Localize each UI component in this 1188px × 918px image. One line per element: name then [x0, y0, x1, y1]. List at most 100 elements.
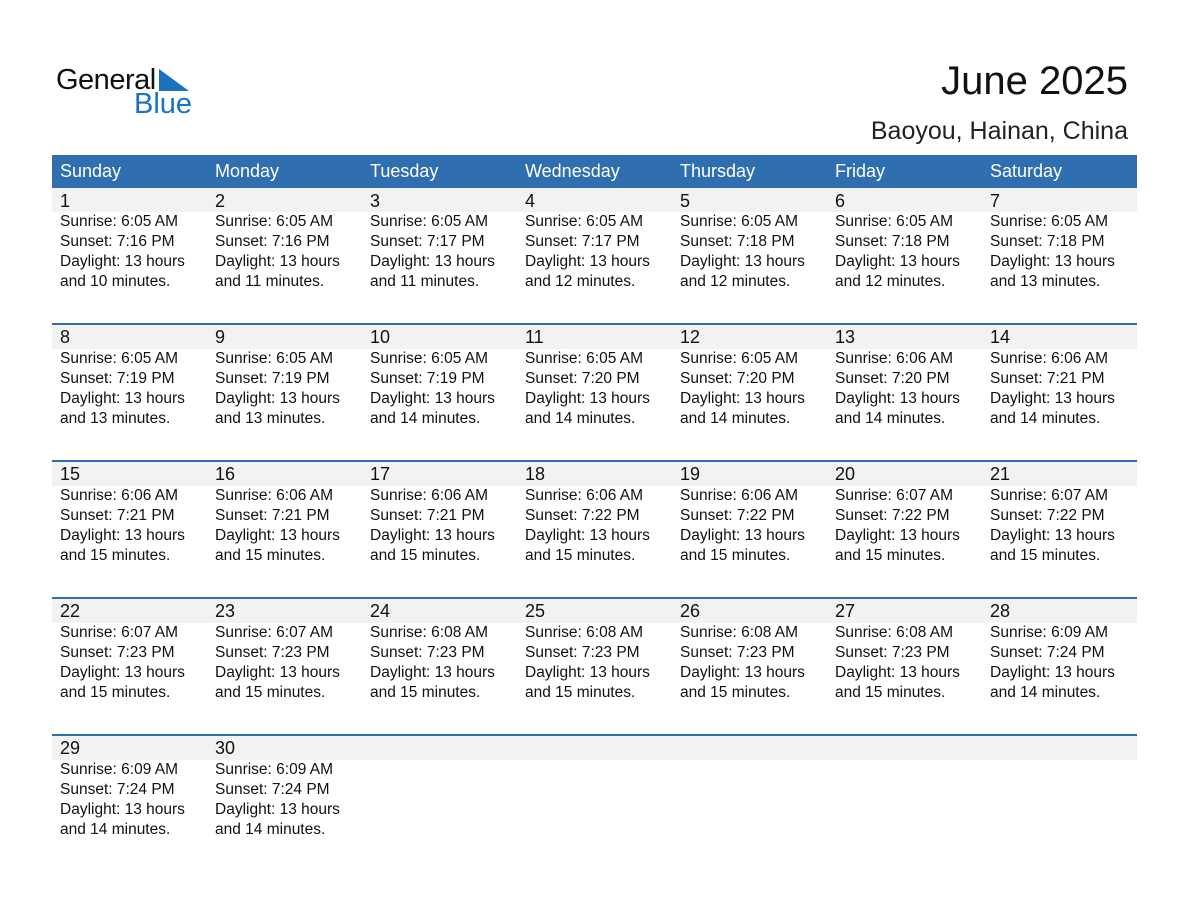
day-daylight1-text: Daylight: 13 hours	[835, 527, 960, 544]
day-sunset-text: Sunset: 7:19 PM	[370, 370, 485, 387]
day-sunset-text: Sunset: 7:17 PM	[370, 233, 485, 250]
day-number: 6	[835, 191, 846, 211]
week-cells: 22 Sunrise: 6:07 AM Sunset: 7:23 PM Dayligh…	[52, 599, 1137, 703]
day-sunset-text: Sunset: 7:23 PM	[215, 644, 330, 661]
day-cell: 14 Sunrise: 6:06 AM Sunset: 7:21 PM Dayligh…	[982, 325, 1137, 429]
week-row: 8 Sunrise: 6:05 AM Sunset: 7:19 PM Daylight…	[52, 323, 1137, 460]
day-daylight2-text: and 10 minutes.	[60, 273, 171, 290]
day-daylight1-text: Daylight: 13 hours	[60, 527, 185, 544]
week-cells: 15 Sunrise: 6:06 AM Sunset: 7:21 PM Dayligh…	[52, 462, 1137, 566]
day-number: 18	[525, 464, 546, 484]
day-sunset-text: Sunset: 7:22 PM	[990, 507, 1105, 524]
location-subtitle: Baoyou, Hainan, China	[870, 117, 1128, 145]
day-cell: 16 Sunrise: 6:06 AM Sunset: 7:21 PM Dayligh…	[207, 462, 362, 566]
logo-text-general: General	[56, 64, 156, 96]
day-number: 11	[525, 327, 544, 347]
day-sunset-text: Sunset: 7:17 PM	[525, 233, 640, 250]
day-daylight2-text: and 12 minutes.	[835, 273, 946, 290]
day-daylight1-text: Daylight: 13 hours	[215, 801, 340, 818]
day-sunset-text: Sunset: 7:24 PM	[215, 781, 330, 798]
day-sunrise-text: Sunrise: 6:08 AM	[680, 624, 799, 641]
day-daylight2-text: and 15 minutes.	[370, 684, 481, 701]
day-cell: 3 Sunrise: 6:05 AM Sunset: 7:17 PM Daylight…	[362, 188, 517, 292]
day-sunrise-text: Sunrise: 6:07 AM	[215, 624, 334, 641]
day-daylight2-text: and 12 minutes.	[525, 273, 636, 290]
week-day-number-band	[52, 188, 1137, 212]
day-cell: 6 Sunrise: 6:05 AM Sunset: 7:18 PM Daylight…	[827, 188, 982, 292]
day-daylight2-text: and 14 minutes.	[60, 821, 171, 838]
day-daylight2-text: and 15 minutes.	[990, 547, 1101, 564]
week-cells: 29 Sunrise: 6:09 AM Sunset: 7:24 PM Dayligh…	[52, 736, 1137, 840]
empty-day-cell	[982, 736, 1137, 840]
day-daylight1-text: Daylight: 13 hours	[525, 664, 650, 681]
day-cell: 1 Sunrise: 6:05 AM Sunset: 7:16 PM Daylight…	[52, 188, 207, 292]
day-sunset-text: Sunset: 7:16 PM	[60, 233, 175, 250]
day-daylight1-text: Daylight: 13 hours	[990, 664, 1115, 681]
day-cell: 13 Sunrise: 6:06 AM Sunset: 7:20 PM Dayligh…	[827, 325, 982, 429]
day-number: 15	[60, 464, 81, 484]
day-sunrise-text: Sunrise: 6:05 AM	[370, 213, 489, 230]
day-number: 14	[990, 327, 1011, 347]
empty-day-cell	[672, 736, 827, 840]
day-sunset-text: Sunset: 7:21 PM	[990, 370, 1105, 387]
day-daylight1-text: Daylight: 13 hours	[370, 664, 495, 681]
day-daylight1-text: Daylight: 13 hours	[215, 390, 340, 407]
week-day-number-band	[52, 462, 1137, 486]
day-number: 8	[60, 327, 71, 347]
day-number: 5	[680, 191, 691, 211]
day-sunset-text: Sunset: 7:21 PM	[60, 507, 175, 524]
day-cell: 17 Sunrise: 6:06 AM Sunset: 7:21 PM Dayligh…	[362, 462, 517, 566]
day-daylight1-text: Daylight: 13 hours	[525, 253, 650, 270]
day-cell: 27 Sunrise: 6:08 AM Sunset: 7:23 PM Dayligh…	[827, 599, 982, 703]
empty-day-cell	[517, 736, 672, 840]
day-daylight2-text: and 14 minutes.	[525, 410, 636, 427]
day-sunrise-text: Sunrise: 6:07 AM	[835, 487, 954, 504]
day-daylight2-text: and 14 minutes.	[835, 410, 946, 427]
day-cell: 15 Sunrise: 6:06 AM Sunset: 7:21 PM Dayligh…	[52, 462, 207, 566]
day-number: 29	[60, 738, 81, 758]
calendar-grid: Sunday Monday Tuesday Wednesday Thursday Frid…	[52, 155, 1137, 871]
day-daylight1-text: Daylight: 13 hours	[60, 390, 185, 407]
day-daylight2-text: and 14 minutes.	[680, 410, 791, 427]
day-sunrise-text: Sunrise: 6:08 AM	[525, 624, 644, 641]
day-cell: 8 Sunrise: 6:05 AM Sunset: 7:19 PM Daylight…	[52, 325, 207, 429]
day-daylight2-text: and 15 minutes.	[680, 547, 791, 564]
day-daylight1-text: Daylight: 13 hours	[60, 253, 185, 270]
day-number: 26	[680, 601, 701, 621]
day-cell: 22 Sunrise: 6:07 AM Sunset: 7:23 PM Dayligh…	[52, 599, 207, 703]
day-sunrise-text: Sunrise: 6:05 AM	[60, 213, 179, 230]
day-daylight2-text: and 15 minutes.	[680, 684, 791, 701]
day-sunrise-text: Sunrise: 6:06 AM	[990, 350, 1109, 367]
weekday-header: Sunday Monday Tuesday Wednesday Thursday Frid…	[52, 155, 1137, 188]
day-sunset-text: Sunset: 7:22 PM	[835, 507, 950, 524]
day-number: 1	[60, 191, 71, 211]
day-daylight2-text: and 15 minutes.	[525, 547, 636, 564]
day-sunrise-text: Sunrise: 6:06 AM	[370, 487, 489, 504]
day-sunset-text: Sunset: 7:18 PM	[680, 233, 795, 250]
week-day-number-band	[52, 599, 1137, 623]
day-cell: 10 Sunrise: 6:05 AM Sunset: 7:19 PM Dayligh…	[362, 325, 517, 429]
day-sunrise-text: Sunrise: 6:06 AM	[60, 487, 179, 504]
day-sunrise-text: Sunrise: 6:07 AM	[60, 624, 179, 641]
day-sunset-text: Sunset: 7:23 PM	[60, 644, 175, 661]
day-sunset-text: Sunset: 7:23 PM	[370, 644, 485, 661]
day-cell: 24 Sunrise: 6:08 AM Sunset: 7:23 PM Dayligh…	[362, 599, 517, 703]
day-daylight1-text: Daylight: 13 hours	[60, 664, 185, 681]
page-title: June 2025	[941, 59, 1128, 103]
day-sunrise-text: Sunrise: 6:05 AM	[990, 213, 1109, 230]
day-sunrise-text: Sunrise: 6:09 AM	[60, 761, 179, 778]
empty-day-cell	[362, 736, 517, 840]
day-sunrise-text: Sunrise: 6:05 AM	[680, 213, 799, 230]
day-daylight2-text: and 15 minutes.	[215, 547, 326, 564]
day-sunset-text: Sunset: 7:19 PM	[215, 370, 330, 387]
day-sunrise-text: Sunrise: 6:09 AM	[990, 624, 1109, 641]
day-number: 12	[680, 327, 701, 347]
weekday-monday: Monday	[215, 161, 280, 181]
day-sunrise-text: Sunrise: 6:05 AM	[835, 213, 954, 230]
day-cell: 2 Sunrise: 6:05 AM Sunset: 7:16 PM Daylight…	[207, 188, 362, 292]
day-daylight2-text: and 14 minutes.	[215, 821, 326, 838]
day-daylight2-text: and 13 minutes.	[60, 410, 171, 427]
weekday-friday: Friday	[835, 161, 886, 181]
day-number: 23	[215, 601, 236, 621]
